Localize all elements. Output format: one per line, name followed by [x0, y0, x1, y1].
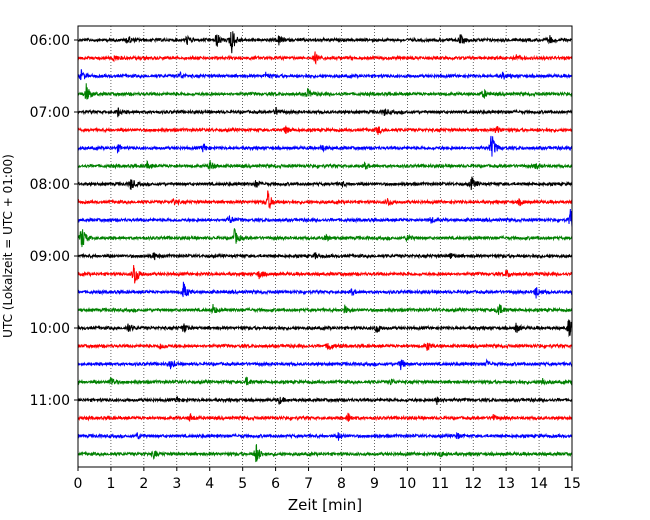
- seismic-trace: [77, 106, 573, 118]
- trace-group: [77, 31, 573, 463]
- x-tick-label: 12: [464, 476, 482, 492]
- x-tick-label: 1: [106, 476, 115, 492]
- seismic-trace: [77, 303, 573, 315]
- y-tick-label: 07:00: [30, 105, 70, 121]
- y-tick-label: 08:00: [30, 177, 70, 193]
- y-axis-title: UTC (Lokalzeit = UTC + 01:00): [1, 154, 15, 338]
- x-tick-label: 4: [205, 476, 214, 492]
- seismic-trace: [77, 412, 573, 422]
- seismic-trace: [77, 176, 573, 191]
- seismic-trace: [77, 376, 573, 386]
- seismic-trace: [77, 358, 573, 371]
- plot-frame: [77, 25, 573, 468]
- seismic-trace: [77, 135, 573, 157]
- seismic-trace: [77, 159, 573, 170]
- seismic-trace: [77, 252, 573, 261]
- seismic-trace: [77, 51, 573, 65]
- y-tick-label: 06:00: [30, 33, 70, 49]
- seismic-trace: [77, 281, 573, 299]
- seismic-trace: [77, 125, 573, 136]
- x-tick-label: 9: [370, 476, 379, 492]
- x-axis-title: Zeit [min]: [288, 496, 362, 514]
- seismic-trace: [77, 264, 573, 284]
- seismic-trace: [77, 190, 573, 209]
- x-tick-label: 6: [271, 476, 280, 492]
- x-tick-label: 10: [398, 476, 416, 492]
- x-tick-label: 8: [337, 476, 346, 492]
- seismic-trace: [77, 432, 573, 441]
- seismic-trace: [77, 444, 573, 463]
- seismic-trace: [77, 69, 573, 81]
- seismic-trace: [77, 319, 573, 338]
- y-tick-label: 11:00: [30, 393, 70, 409]
- seismic-trace: [77, 228, 573, 248]
- x-tick-label: 13: [497, 476, 515, 492]
- y-tick-label: 09:00: [30, 249, 70, 265]
- y-axis: 06:00 07:00 08:00 09:00 10:00 11:00: [30, 33, 78, 409]
- seismic-trace: [77, 83, 573, 100]
- seismic-trace: [77, 396, 573, 406]
- x-axis: 0 1 2 3 4 5 6 7 8 9 10 11 12 13 14 15: [74, 467, 581, 492]
- seismic-trace: [77, 208, 573, 228]
- x-tick-label: 5: [238, 476, 247, 492]
- x-tick-label: 3: [172, 476, 181, 492]
- x-tick-label: 2: [139, 476, 148, 492]
- seismic-trace: [77, 342, 573, 351]
- x-tick-label: 7: [304, 476, 313, 492]
- x-tick-label: 0: [74, 476, 83, 492]
- seismic-trace: [77, 31, 573, 54]
- x-tick-label: 11: [431, 476, 449, 492]
- y-tick-label: 10:00: [30, 321, 70, 337]
- x-tick-label: 15: [563, 476, 581, 492]
- x-tick-label: 14: [530, 476, 548, 492]
